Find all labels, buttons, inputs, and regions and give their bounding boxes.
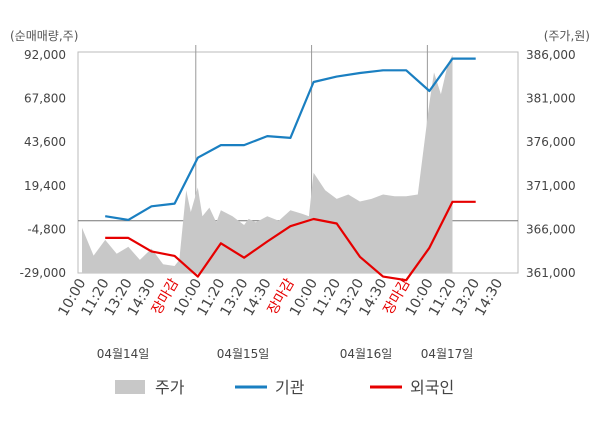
- right-axis-unit: (주가,원): [544, 29, 590, 43]
- left-tick-label: 67,800: [24, 92, 66, 106]
- date-labels: 04월14일 04월15일 04월16일 04월17일: [97, 347, 474, 361]
- left-axis-unit: (순매매량,주): [10, 29, 78, 43]
- left-tick-label: 92,000: [24, 48, 66, 62]
- series-line-2: [105, 200, 476, 282]
- date-label: 04월14일: [97, 347, 150, 361]
- price-area: [82, 55, 453, 273]
- series-line-1: [105, 57, 476, 221]
- left-axis-ticks: 92,000 67,800 43,600 19,400 -4,800 -29,000: [20, 48, 66, 280]
- legend-label: 외국인: [410, 378, 454, 397]
- legend-swatch: [115, 380, 145, 394]
- date-label: 04월17일: [421, 347, 474, 361]
- date-label: 04월16일: [340, 347, 393, 361]
- right-tick-label: 366,000: [526, 222, 576, 236]
- left-tick-label: -4,800: [27, 222, 66, 236]
- right-tick-label: 371,000: [526, 179, 576, 193]
- right-tick-label: 361,000: [526, 266, 576, 280]
- series-line-layer: [105, 57, 476, 282]
- right-tick-label: 376,000: [526, 135, 576, 149]
- left-tick-label: 43,600: [24, 135, 66, 149]
- right-tick-label: 386,000: [526, 48, 576, 62]
- legend: 주가 기관 외국인: [115, 378, 454, 397]
- left-tick-label: -29,000: [20, 266, 66, 280]
- legend-label: 기관: [275, 378, 305, 397]
- left-tick-label: 19,400: [24, 179, 66, 193]
- date-label: 04월15일: [217, 347, 270, 361]
- right-tick-label: 381,000: [526, 92, 576, 106]
- price-area-layer: [82, 55, 453, 273]
- right-axis-ticks: 386,000 381,000 376,000 371,000 366,000 361,0…: [526, 48, 576, 280]
- legend-label: 주가: [155, 378, 185, 397]
- x-axis-ticks: 10:0011:2013:2014:30장마감10:0011:2013:2014…: [55, 276, 506, 319]
